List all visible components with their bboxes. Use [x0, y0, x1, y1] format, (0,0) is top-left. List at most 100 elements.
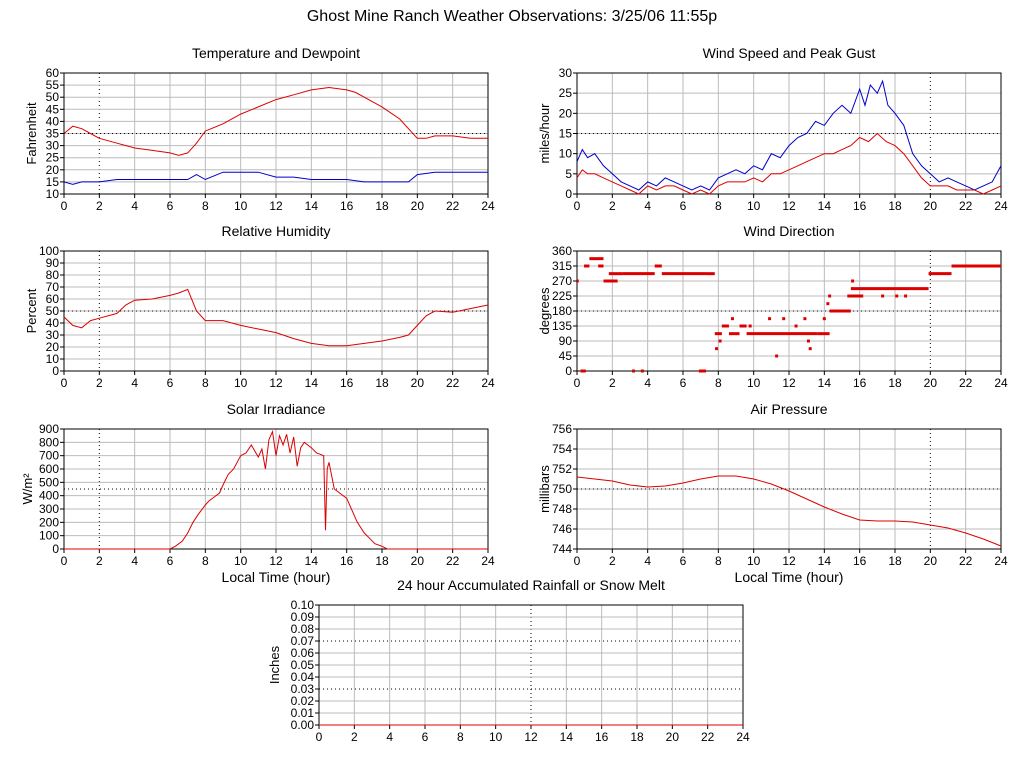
- rain-ytick-label: 0.09: [291, 610, 315, 624]
- temp-xtick-label: 12: [269, 199, 283, 213]
- wdir-xtick-label: 14: [818, 376, 832, 390]
- pressure-xtick-label: 20: [924, 554, 938, 568]
- pressure-xtick-label: 22: [959, 554, 973, 568]
- wdir-ytick-label: 45: [559, 349, 573, 363]
- solar-ylabel: W/m²: [20, 473, 35, 505]
- rh-ytick-label: 100: [39, 244, 59, 258]
- wdir-ytick-label: 270: [552, 274, 572, 288]
- solar-xlabel: Local Time (hour): [222, 569, 331, 585]
- wdir-xtick-label: 2: [609, 376, 616, 390]
- wind-xtick-label: 12: [782, 199, 796, 213]
- rh-xtick-label: 12: [269, 376, 283, 390]
- rh-xtick-label: 6: [167, 376, 174, 390]
- rh-ytick-label: 20: [46, 340, 60, 354]
- temp-xtick-label: 6: [167, 199, 174, 213]
- rh-ytick-label: 10: [46, 352, 60, 366]
- rain-xtick-label: 22: [701, 730, 715, 744]
- wdir-ytick-label: 315: [552, 259, 572, 273]
- wdir-direction-point: [904, 294, 908, 298]
- temp-ytick-label: 55: [46, 78, 60, 92]
- rh-ytick-label: 30: [46, 328, 60, 342]
- rain-ytick-label: 0.03: [291, 682, 315, 696]
- wdir-direction-point: [782, 317, 786, 321]
- temp-ytick-label: 60: [46, 66, 60, 80]
- wind-xtick-label: 2: [609, 199, 616, 213]
- solar-title: Solar Irradiance: [227, 401, 326, 417]
- wind-xtick-label: 6: [680, 199, 687, 213]
- wind-xtick-label: 8: [715, 199, 722, 213]
- wdir-xtick-label: 4: [644, 376, 651, 390]
- solar-xtick-label: 6: [167, 554, 174, 568]
- wdir-direction-point: [808, 347, 812, 351]
- solar-xtick-label: 20: [411, 554, 425, 568]
- wdir-direction-point: [895, 294, 899, 298]
- rain-xtick-label: 4: [386, 730, 393, 744]
- wdir-ytick-label: 90: [559, 334, 573, 348]
- wdir-ytick-label: 0: [565, 364, 572, 378]
- wdir-direction-point: [718, 339, 722, 343]
- pressure-series-0-line: [576, 475, 1002, 547]
- pressure-xtick-label: 10: [747, 554, 761, 568]
- temp-xtick-label: 20: [411, 199, 425, 213]
- rain-xtick-label: 2: [351, 730, 358, 744]
- rh-ylabel: Percent: [24, 288, 39, 333]
- rh-title: Relative Humidity: [222, 223, 331, 239]
- wdir-direction-point: [822, 317, 826, 321]
- rh-xtick-label: 8: [202, 376, 209, 390]
- rain-xtick-label: 14: [560, 730, 574, 744]
- solar-ytick-label: 700: [39, 449, 59, 463]
- rain-ytick-label: 0.08: [291, 622, 315, 636]
- pressure-xtick-label: 8: [715, 554, 722, 568]
- temp-ytick-label: 20: [46, 163, 60, 177]
- wind-ytick-label: 5: [565, 167, 572, 181]
- wdir-ytick-label: 135: [552, 319, 572, 333]
- wdir-direction-point: [768, 317, 772, 321]
- rh-ytick-label: 80: [46, 268, 60, 282]
- temp-xtick-label: 16: [340, 199, 354, 213]
- pressure-xtick-label: 24: [994, 554, 1008, 568]
- rh-series-0-line: [63, 288, 489, 347]
- rain-chart: 24 hour Accumulated Rainfall or Snow Mel…: [267, 577, 750, 744]
- temp-ytick-label: 45: [46, 102, 60, 116]
- rain-ytick-label: 0.06: [291, 646, 315, 660]
- pressure-xtick-label: 12: [782, 554, 796, 568]
- wind-title: Wind Speed and Peak Gust: [703, 45, 876, 61]
- wdir-ytick-label: 225: [552, 289, 572, 303]
- temp-ytick-label: 40: [46, 114, 60, 128]
- temp-xtick-label: 4: [131, 199, 138, 213]
- wind-xtick-label: 16: [853, 199, 867, 213]
- rh-ytick-label: 40: [46, 316, 60, 330]
- wind-xtick-label: 4: [644, 199, 651, 213]
- solar-xtick-label: 24: [481, 554, 495, 568]
- temp-ylabel: Fahrenheit: [24, 102, 39, 165]
- wdir-xtick-label: 16: [853, 376, 867, 390]
- pressure-xtick-label: 6: [680, 554, 687, 568]
- rain-xtick-label: 10: [489, 730, 503, 744]
- wdir-ytick-label: 180: [552, 304, 572, 318]
- rain-ytick-label: 0.01: [291, 706, 315, 720]
- rain-ytick-label: 0.07: [291, 634, 315, 648]
- solar-xtick-label: 14: [305, 554, 319, 568]
- rain-ytick-label: 0.02: [291, 694, 315, 708]
- solar-xtick-label: 16: [340, 554, 354, 568]
- rain-xtick-label: 12: [524, 730, 538, 744]
- solar-xtick-label: 2: [96, 554, 103, 568]
- wind-ytick-label: 25: [559, 86, 573, 100]
- wind-xtick-label: 14: [818, 199, 832, 213]
- rh-xtick-label: 2: [96, 376, 103, 390]
- wdir-xtick-label: 18: [888, 376, 902, 390]
- rain-xtick-label: 8: [457, 730, 464, 744]
- rh-xtick-label: 18: [375, 376, 389, 390]
- solar-xtick-label: 4: [131, 554, 138, 568]
- rain-xtick-label: 6: [422, 730, 429, 744]
- wdir-direction-point: [730, 317, 734, 321]
- rain-ylabel: Inches: [267, 645, 282, 684]
- solar-xtick-label: 12: [269, 554, 283, 568]
- rain-xtick-label: 16: [595, 730, 609, 744]
- wind-ytick-label: 15: [559, 127, 573, 141]
- temp-xtick-label: 8: [202, 199, 209, 213]
- pressure-xtick-label: 16: [853, 554, 867, 568]
